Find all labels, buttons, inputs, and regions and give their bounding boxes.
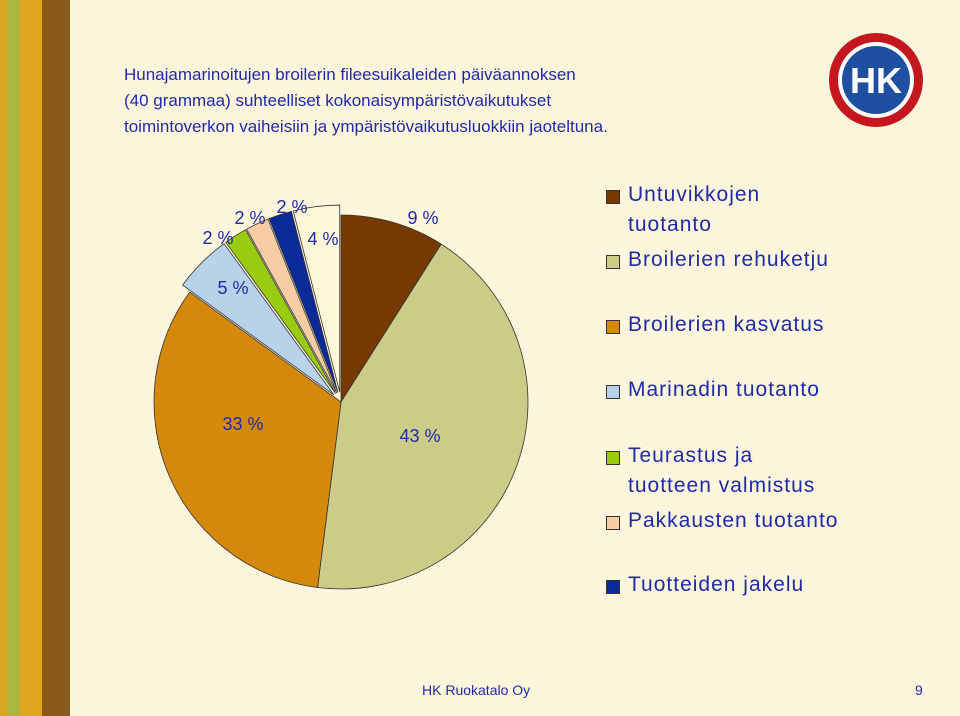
slice-label-7: 2 %	[276, 197, 307, 217]
pie-slice-5	[225, 229, 336, 394]
slice-label-2: 43 %	[399, 426, 440, 446]
legend-swatch	[606, 190, 620, 204]
legend-swatch	[606, 516, 620, 530]
pie-slice-7	[268, 210, 339, 393]
legend-item-2: Broilerien rehuketju	[606, 248, 829, 275]
legend-item-6: Pakkausten tuotanto	[606, 509, 838, 536]
legend-label: Tuotteiden jakelu	[628, 570, 804, 600]
pie-slice-8	[292, 204, 341, 393]
legend-swatch	[606, 580, 620, 594]
legend-item-7: Tuotteiden jakelu	[606, 573, 804, 600]
legend-swatch	[606, 255, 620, 269]
legend-label-line: tuotteen valmistus	[628, 474, 816, 497]
decorative-stripes	[0, 0, 70, 716]
legend-label-line: Broilerien rehuketju	[628, 248, 829, 271]
title-line-1: Hunajamarinoitujen broilerin fileesuikal…	[124, 65, 576, 84]
legend-label: Marinadin tuotanto	[628, 375, 820, 405]
title-line-2: (40 grammaa) suhteelliset kokonaisympäri…	[124, 91, 552, 110]
slice-label-1: 9 %	[407, 208, 438, 228]
pie-slice-3	[153, 291, 342, 588]
legend-label-line: Tuotteiden jakelu	[628, 573, 805, 596]
legend-item-3: Broilerien kasvatus	[606, 313, 824, 340]
slide-title: Hunajamarinoitujen broilerin fileesuikal…	[124, 62, 764, 140]
legend-label: Broilerien rehuketju	[628, 245, 829, 275]
legend-item-5: Teurastus ja tuotteen valmistus	[606, 444, 815, 501]
legend-swatch	[606, 451, 620, 465]
footer-company: HK Ruokatalo Oy	[422, 682, 531, 698]
legend-label: Broilerien kasvatus	[628, 310, 824, 340]
legend-label: Untuvikkojen tuotanto	[628, 180, 760, 240]
pie-slice-4	[182, 243, 335, 396]
legend-label-line: Broilerien kasvatus	[628, 313, 825, 336]
hk-logo: HK	[829, 33, 923, 127]
slice-label-4: 5 %	[217, 278, 248, 298]
slice-label-3: 33 %	[222, 414, 263, 434]
legend-label-line: Teurastus ja	[628, 444, 754, 467]
legend-label-line: tuotanto	[628, 213, 712, 236]
page-number: 9	[915, 682, 923, 698]
title-line-3: toimintoverkon vaiheisiin ja ympäristöva…	[124, 117, 608, 136]
legend-label-line: Marinadin tuotanto	[628, 378, 820, 401]
legend-item-4: Marinadin tuotanto	[606, 378, 820, 405]
legend-label: Pakkausten tuotanto	[628, 506, 838, 536]
legend-item-1: Untuvikkojen tuotanto	[606, 183, 760, 240]
legend-label-line: Pakkausten tuotanto	[628, 509, 839, 532]
legend-label-line: Untuvikkojen	[628, 183, 761, 206]
pie-slice-2	[317, 243, 529, 590]
legend-swatch	[606, 385, 620, 399]
pie-slice-6	[246, 218, 338, 394]
slice-label-5: 2 %	[202, 228, 233, 248]
legend-swatch	[606, 320, 620, 334]
pie-slice-1	[340, 214, 442, 404]
slice-label-6: 2 %	[234, 208, 265, 228]
logo-text: HK	[850, 60, 902, 101]
legend-label: Teurastus ja tuotteen valmistus	[628, 441, 815, 501]
slice-label-8: 4 %	[307, 229, 338, 249]
